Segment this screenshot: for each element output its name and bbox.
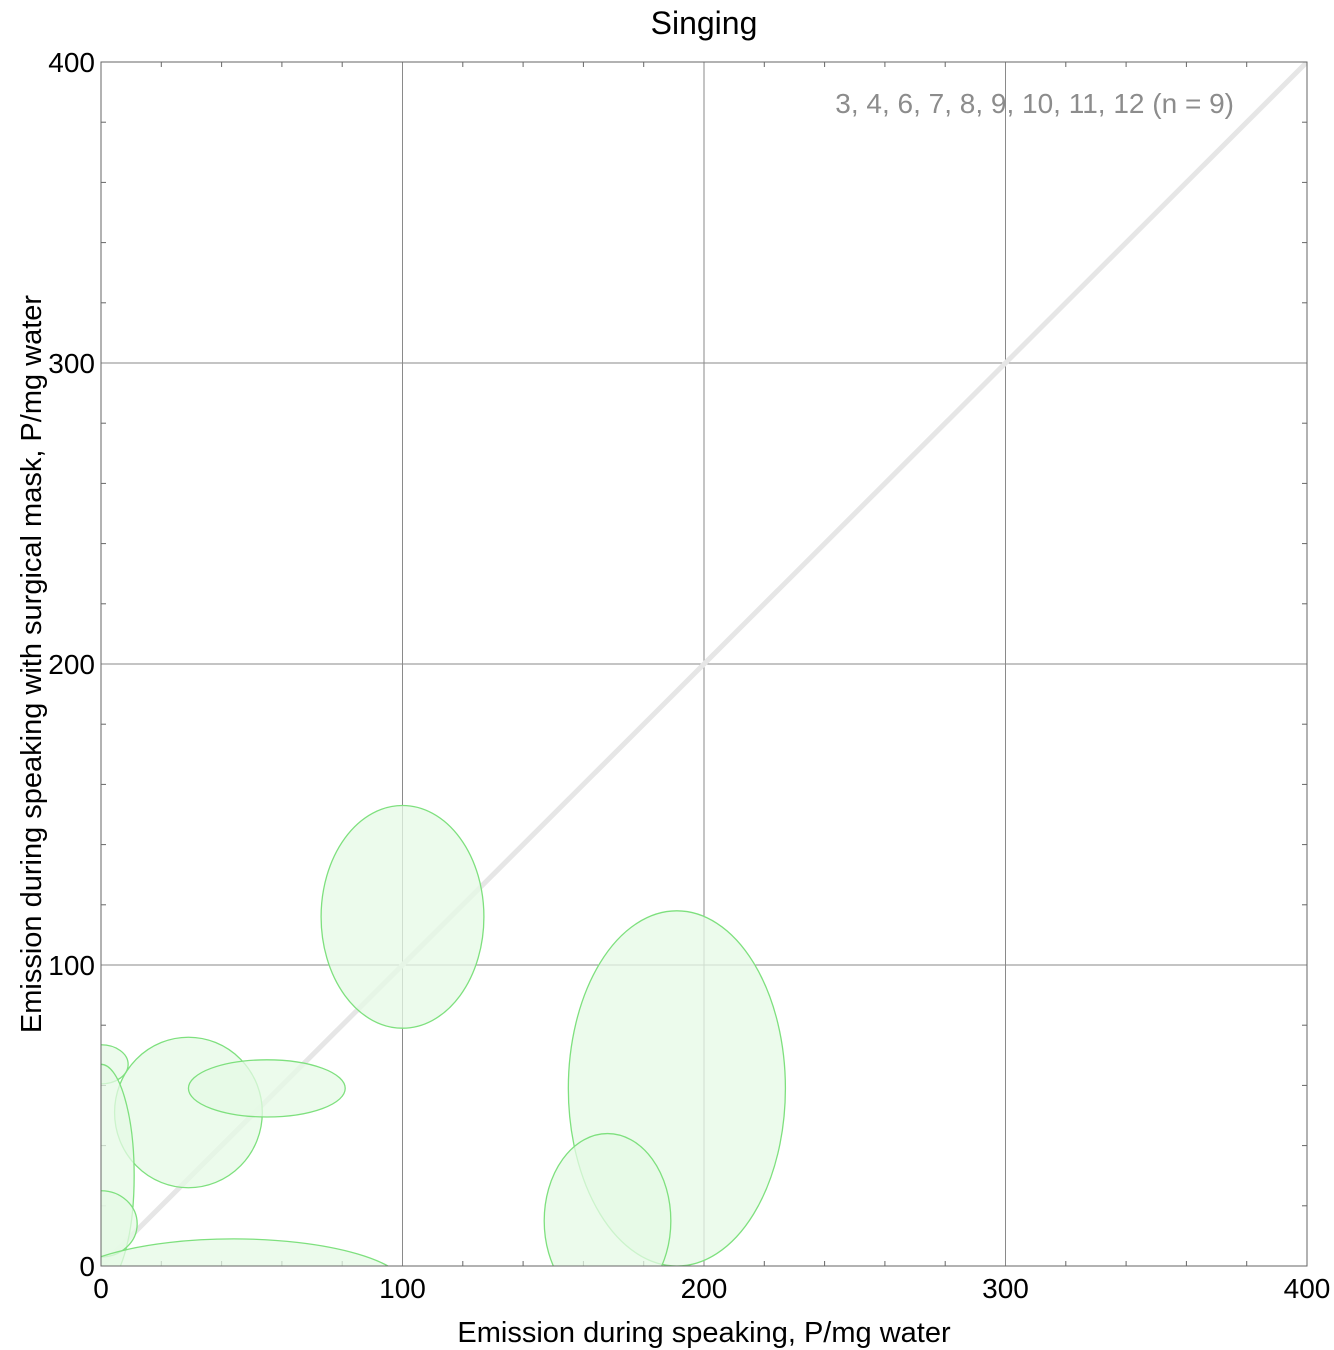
y-tick-label: 100	[48, 950, 95, 981]
data-ellipses	[101, 804, 787, 1266]
x-tick-label: 200	[681, 1273, 728, 1304]
x-tick-labels: 0 100 200 300 400	[93, 1273, 1330, 1304]
x-tick-label: 0	[93, 1273, 109, 1304]
y-tick-labels: 0 100 200 300 400	[48, 47, 95, 1282]
data-ellipse	[320, 804, 485, 1029]
x-tick-label: 300	[982, 1273, 1029, 1304]
data-ellipse	[543, 1132, 672, 1266]
plot-frame	[100, 61, 1308, 1267]
y-tick-label: 200	[48, 649, 95, 680]
participants-annotation: 3, 4, 6, 7, 8, 9, 10, 11, 12 (n = 9)	[835, 88, 1234, 119]
data-ellipse	[187, 1059, 346, 1118]
data-ellipse	[101, 1238, 390, 1266]
y-axis-label: Emission during speaking with surgical m…	[16, 295, 48, 1034]
y-tick-label: 300	[48, 348, 95, 379]
y-tick-label: 400	[48, 47, 95, 78]
x-axis-label: Emission during speaking, P/mg water	[457, 1317, 951, 1349]
x-tick-label: 400	[1284, 1273, 1331, 1304]
y-tick-label: 0	[79, 1251, 95, 1282]
x-tick-label: 100	[379, 1273, 426, 1304]
chart-title: Singing	[651, 5, 758, 41]
data-ellipse	[101, 1190, 138, 1258]
